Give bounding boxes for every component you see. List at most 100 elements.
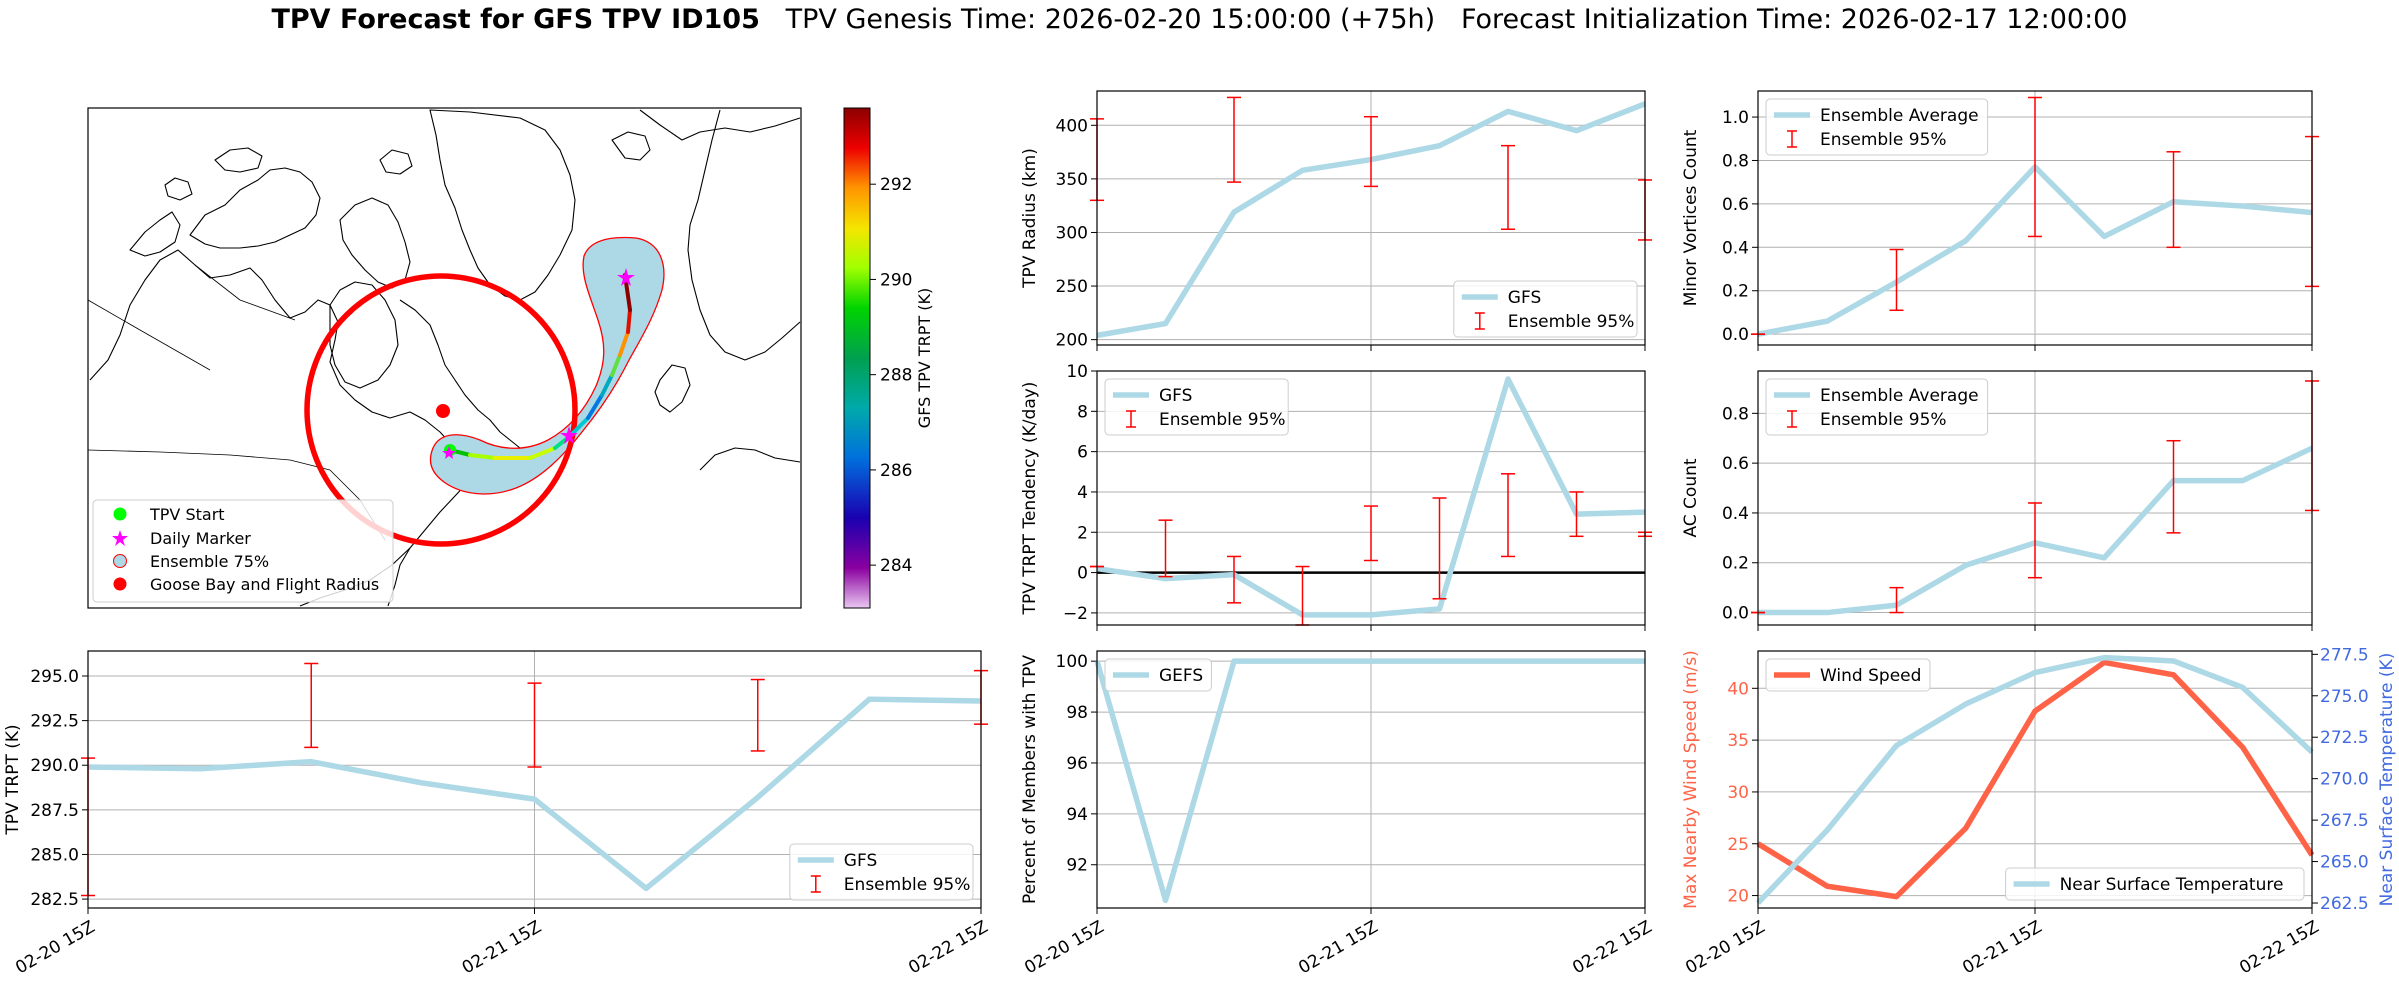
legend-label: GEFS [1159,666,1203,686]
x-tick-label: 02-20 15Z [12,917,98,978]
legend-box [1765,658,1931,692]
y-tick-label: 0.4 [1722,504,1749,524]
title-init: Forecast Initialization Time: 2026-02-17… [1460,4,2128,35]
x-tick-label: 02-22 15Z [1569,917,1655,978]
legend-wind_temp: Near Surface Temperature [2005,867,2305,901]
y-axis-label: Percent of Members with TPV [1020,655,1040,904]
x-tick-label: 02-21 15Z [1295,917,1381,978]
series-line-0 [1094,658,1645,904]
goose-bay-marker [436,404,450,418]
coastline-islands-2 [129,211,181,257]
y-tick-label: 290.0 [30,756,79,776]
panel-frame [1757,650,2313,909]
legend-box [1765,98,1989,156]
panel-wind_temp: 20 25 30 35 40 262.5 265.0 267.5 270.0 272.5 275.0… [1681,645,2397,978]
daily-marker-1 [560,426,578,444]
daily-marker-3 [442,446,456,459]
x-tick-label: 02-22 15Z [2236,917,2322,978]
legend-label: Ensemble 95% [844,875,971,895]
y-tick-label: 0.2 [1722,554,1749,574]
y-tick-label: 400 [1056,116,1088,136]
legend-ensemble-75-icon [113,554,127,568]
y2-axis-label: Near Surface Temperature (K) [2377,653,2397,907]
y-tick-label: 2 [1077,523,1088,543]
legend-wind_temp: Wind Speed [1765,658,1931,692]
y-tick-label: 0.8 [1722,151,1749,171]
panel-minor: 0.0 0.2 0.4 0.6 0.8 1.0 Minor Vortices Count En… [1681,90,2319,351]
x-tick-label: 02-21 15Z [459,917,545,978]
coastline-scandinavia [687,109,801,361]
legend-label: Ensemble 95% [1159,410,1286,430]
y-tick-label: 10 [1066,362,1088,382]
figure-title: TPV Forecast for GFS TPV ID105 TPV Genes… [0,4,2399,35]
coastline-labrador [399,299,521,449]
legend-label: GFS [844,851,877,871]
panel-frame [1096,370,1646,626]
legend-box [2005,867,2305,901]
border-alaska [194,264,296,321]
legend-tendency: GFS Ensemble 95% [1104,378,1289,436]
colorbar-tick-label: 290 [880,270,912,290]
legend-box [1765,378,1989,436]
coastline-north-america [89,249,501,607]
panel-radius: 200 250 300 350 400 TPV Radius (km) GFS Ensembl… [1020,90,1652,351]
y2-tick-label: 277.5 [2320,645,2369,665]
y-tick-label: 282.5 [30,890,79,910]
coastline-hudson-bay [329,281,399,389]
border-line-2 [88,299,211,371]
coastline-baffin [339,197,411,289]
panel-frame [1757,370,2313,626]
legend-label-daily-marker: Daily Marker [150,529,251,548]
y-tick-label: 350 [1056,170,1088,190]
y2-tick-label: 275.0 [2320,687,2369,707]
title-genesis: TPV Genesis Time: 2026-02-20 15:00:00 (+… [785,4,1436,35]
y-tick-label: 287.5 [30,801,79,821]
colorbar-tick-label: 286 [880,461,912,481]
colorbar-ticks: 284 286 288 290 292 [870,175,912,576]
coastline-svalbard [611,131,651,161]
y-tick-label: 96 [1066,754,1088,774]
y-tick-label: 1.0 [1722,108,1749,128]
colorbar-tick-label: 292 [880,175,912,195]
colorbar-label: GFS TPV TRPT (K) [915,288,934,428]
y-tick-label: 0.0 [1722,604,1749,624]
series-line-0 [1756,659,2315,900]
y-tick-label: 20 [1727,887,1749,907]
y-tick-label: 35 [1727,731,1749,751]
map-legend-box [92,499,394,603]
map-legend: TPV Start Daily Marker Ensemble 75% Goos… [92,499,394,603]
flight-radius-circle [304,273,578,547]
legend-radius: GFS Ensemble 95% [1453,280,1638,338]
series-line-1 [1756,654,2314,905]
legend-box [1104,378,1289,436]
y-axis-label: Max Nearby Wind Speed (m/s) [1681,650,1701,909]
y-tick-label: 25 [1727,835,1749,855]
y2-tick-label: 270.0 [2320,770,2369,790]
map-panel: TPV Start Daily Marker Ensemble 75% Goos… [87,107,934,609]
legend-tpv-start-icon [113,507,127,521]
x-tick-label: 02-20 15Z [1682,917,1768,978]
y-axis-label: Minor Vortices Count [1681,129,1701,306]
legend-box [1453,280,1638,338]
legend-label: Ensemble 95% [1820,130,1947,150]
legend-members: GEFS [1104,658,1212,692]
legend-label-ensemble-75: Ensemble 75% [150,552,269,571]
y-tick-label: 4 [1077,483,1088,503]
y-tick-label: 285.0 [30,845,79,865]
y-tick-label: 92 [1066,856,1088,876]
coastline-europe-west [699,447,801,471]
y-tick-label: 0.6 [1722,454,1749,474]
legend-box [1104,658,1212,692]
y-tick-label: 295.0 [30,667,79,687]
panel-frame [1096,90,1646,346]
y-tick-label: 0.4 [1722,238,1749,258]
legend-minor: Ensemble Average Ensemble 95% [1765,98,1989,156]
coastline-islands-3 [214,147,263,173]
y-axis-label: AC Count [1681,458,1701,537]
y2-tick-label: 265.0 [2320,853,2369,873]
legend-label: Ensemble 95% [1508,312,1635,332]
y-axis-label: TPV Radius (km) [1020,148,1040,289]
